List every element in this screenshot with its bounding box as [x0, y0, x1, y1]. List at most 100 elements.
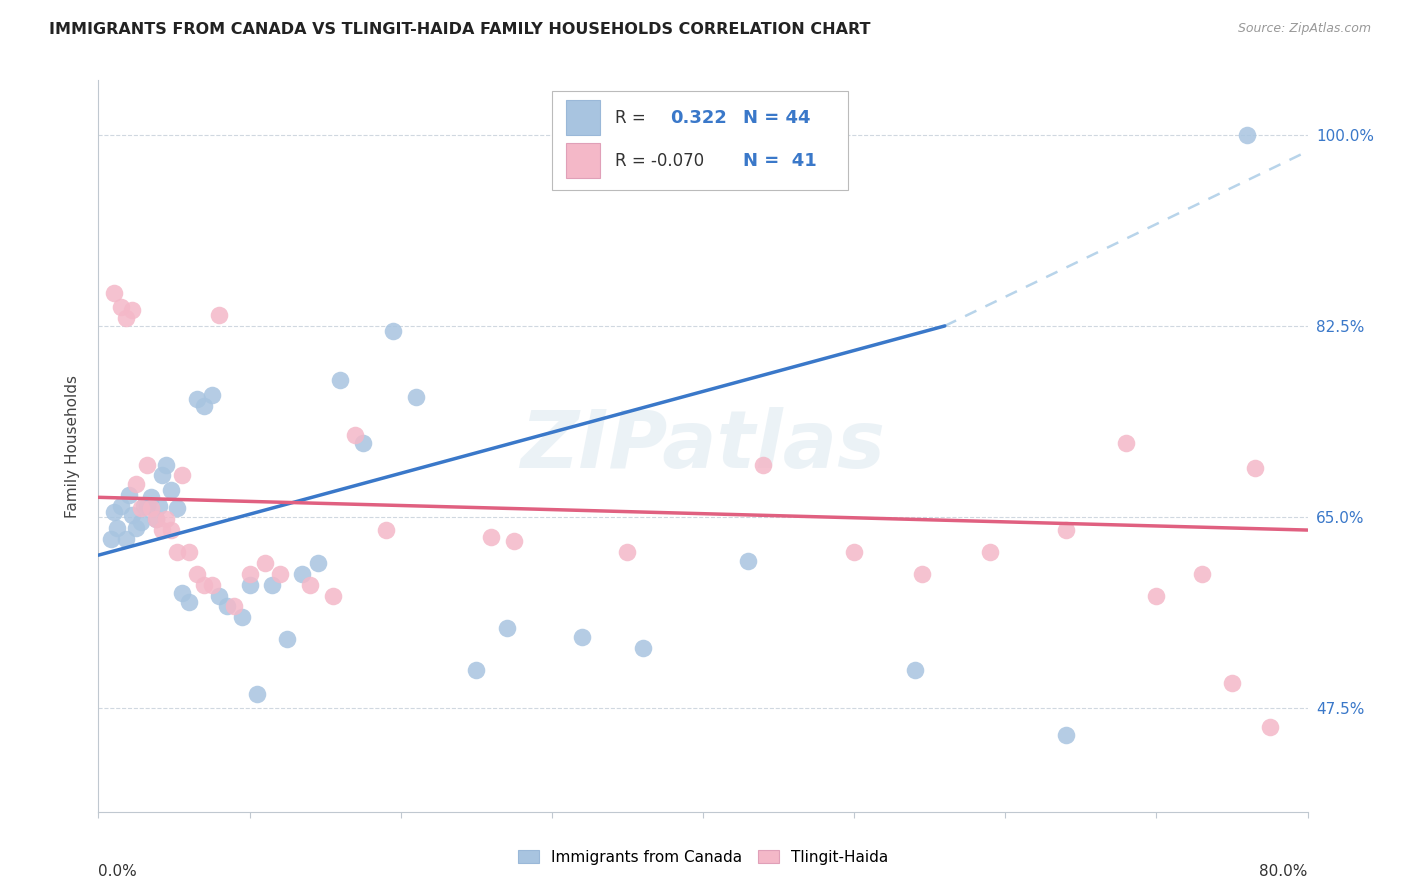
Point [110, 301, 132, 315]
Point [1144, 589, 1167, 603]
Point [114, 311, 136, 326]
Point [155, 512, 177, 526]
Point [979, 545, 1001, 559]
Point [737, 554, 759, 568]
Point [231, 610, 253, 624]
Point [179, 545, 201, 559]
Point [170, 468, 193, 483]
Point [118, 488, 141, 502]
Point [125, 521, 148, 535]
Text: 0.322: 0.322 [671, 109, 727, 127]
Point [904, 663, 927, 677]
Point [1115, 435, 1137, 450]
Point [481, 530, 503, 544]
Text: N = 44: N = 44 [742, 109, 810, 127]
Text: Source: ZipAtlas.com: Source: ZipAtlas.com [1237, 22, 1371, 36]
Point [110, 499, 132, 513]
Point [503, 533, 526, 548]
Point [208, 589, 231, 603]
Point [208, 308, 231, 322]
Point [193, 577, 215, 591]
Point [135, 458, 157, 472]
Point [166, 501, 188, 516]
Point [1236, 128, 1258, 142]
Point [224, 599, 246, 614]
Point [201, 387, 224, 401]
Point [148, 499, 170, 513]
Point [262, 577, 284, 591]
Point [166, 545, 188, 559]
Text: 80.0%: 80.0% [1260, 864, 1308, 880]
Text: ZIPatlas: ZIPatlas [520, 407, 886, 485]
Text: N =  41: N = 41 [742, 152, 817, 169]
Point [129, 516, 152, 530]
Point [193, 399, 215, 413]
Text: 0.0%: 0.0% [98, 864, 138, 880]
FancyBboxPatch shape [551, 91, 848, 190]
Legend: Immigrants from Canada, Tlingit-Haida: Immigrants from Canada, Tlingit-Haida [512, 844, 894, 871]
Point [1258, 720, 1281, 734]
Point [121, 302, 143, 317]
Point [114, 532, 136, 546]
Point [1054, 728, 1077, 742]
Point [246, 687, 269, 701]
Point [269, 566, 291, 581]
Point [186, 566, 208, 581]
Point [201, 577, 224, 591]
Point [103, 504, 125, 518]
Point [1220, 676, 1243, 690]
Point [141, 491, 163, 505]
Point [150, 468, 173, 483]
Point [1243, 460, 1265, 475]
Point [103, 286, 125, 301]
Point [571, 630, 593, 644]
Point [239, 577, 262, 591]
Y-axis label: Family Households: Family Households [65, 375, 80, 517]
Point [150, 523, 173, 537]
Point [291, 566, 314, 581]
FancyBboxPatch shape [567, 100, 600, 136]
Point [1054, 523, 1077, 537]
Point [752, 458, 775, 472]
Text: R = -0.070: R = -0.070 [614, 152, 704, 169]
Point [100, 532, 122, 546]
Point [160, 523, 183, 537]
Point [276, 632, 298, 647]
Point [405, 390, 427, 404]
Point [179, 595, 201, 609]
Point [374, 523, 396, 537]
Point [145, 512, 167, 526]
Point [299, 577, 322, 591]
Point [239, 566, 262, 581]
Point [145, 512, 167, 526]
FancyBboxPatch shape [567, 144, 600, 178]
Point [1191, 566, 1213, 581]
Point [125, 477, 148, 491]
Point [105, 521, 128, 535]
Point [465, 663, 488, 677]
Point [352, 435, 374, 450]
Point [631, 640, 654, 655]
Text: IMMIGRANTS FROM CANADA VS TLINGIT-HAIDA FAMILY HOUSEHOLDS CORRELATION CHART: IMMIGRANTS FROM CANADA VS TLINGIT-HAIDA … [49, 22, 870, 37]
Point [253, 556, 276, 570]
Point [186, 392, 208, 406]
Point [329, 374, 352, 388]
Point [382, 324, 405, 338]
Point [616, 545, 638, 559]
Point [322, 589, 344, 603]
Point [141, 501, 163, 516]
Point [844, 545, 866, 559]
Point [344, 428, 367, 442]
Point [155, 458, 177, 472]
Point [215, 599, 238, 614]
Point [132, 499, 155, 513]
Point [160, 483, 183, 497]
Text: R =: R = [614, 109, 645, 127]
Point [121, 508, 143, 522]
Point [129, 501, 152, 516]
Point [170, 586, 193, 600]
Point [911, 566, 934, 581]
Point [495, 621, 517, 635]
Point [135, 499, 157, 513]
Point [307, 556, 329, 570]
